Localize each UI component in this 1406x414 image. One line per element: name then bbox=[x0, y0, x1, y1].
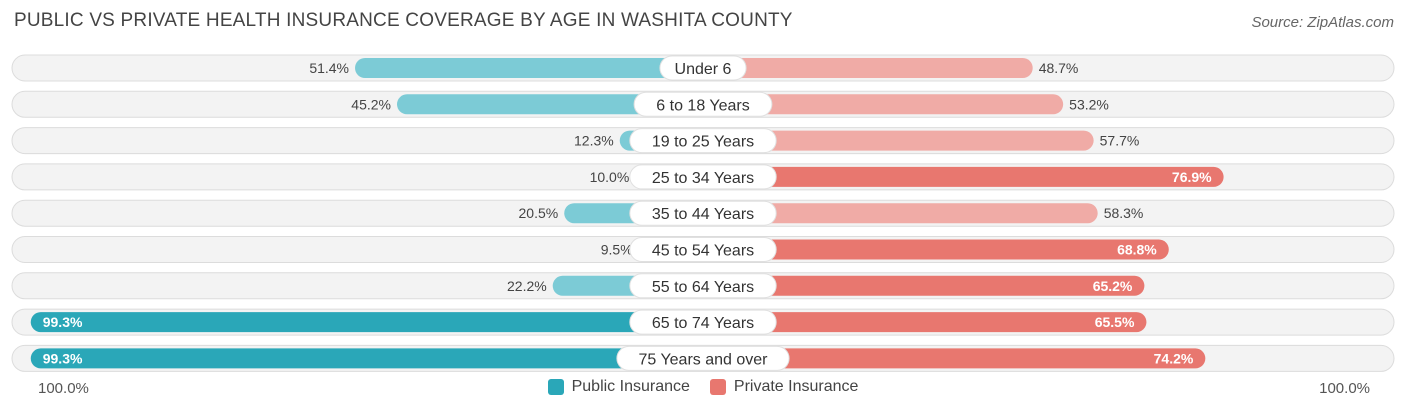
public-value-label: 45.2% bbox=[351, 96, 391, 112]
legend-label-public: Public Insurance bbox=[571, 378, 690, 395]
category-pill-45-to-54-years bbox=[629, 237, 777, 262]
category-pill-65-to-74-years bbox=[629, 309, 777, 335]
public-bar-under-6 bbox=[355, 58, 703, 78]
source-note: Source: ZipAtlas.com bbox=[1251, 14, 1394, 31]
legend-item-public: Public Insurance bbox=[547, 378, 690, 396]
category-label: 75 Years and over bbox=[639, 351, 769, 368]
private-bar-65-to-74-years bbox=[703, 312, 1147, 333]
private-bar-6-to-18-years bbox=[703, 94, 1064, 115]
private-value-label: 68.8% bbox=[1117, 242, 1157, 258]
public-value-label: 10.0% bbox=[590, 169, 630, 185]
category-pill-75-years-and-over bbox=[616, 345, 790, 371]
category-pill-under-6 bbox=[659, 55, 747, 81]
private-bar-19-to-25-years bbox=[703, 130, 1094, 151]
public-value-label: 22.2% bbox=[507, 278, 547, 294]
private-value-label: 58.3% bbox=[1104, 205, 1144, 221]
category-label: 35 to 44 Years bbox=[652, 206, 754, 223]
private-bar-25-to-34-years bbox=[703, 166, 1224, 187]
public-value-label: 51.4% bbox=[309, 60, 349, 76]
legend-label-private: Private Insurance bbox=[733, 378, 859, 395]
private-value-label: 65.5% bbox=[1095, 314, 1135, 330]
chart-title: PUBLIC VS PRIVATE HEALTH INSURANCE COVER… bbox=[14, 10, 793, 31]
legend-swatch-public bbox=[547, 379, 564, 395]
public-bar-75-years-and-over bbox=[30, 348, 703, 369]
public-value-label: 9.5% bbox=[601, 242, 633, 258]
category-label: 65 to 74 Years bbox=[652, 315, 754, 332]
legend-swatch-private bbox=[709, 379, 726, 395]
private-bar-75-years-and-over bbox=[703, 348, 1206, 369]
category-label: 19 to 25 Years bbox=[652, 134, 754, 151]
legend-item-private: Private Insurance bbox=[709, 378, 859, 396]
public-value-label: 99.3% bbox=[43, 314, 83, 330]
axis-right-label: 100.0% bbox=[1319, 380, 1370, 397]
category-pill-25-to-34-years bbox=[629, 164, 777, 190]
category-label: 45 to 54 Years bbox=[652, 243, 754, 260]
public-bar-65-to-74-years bbox=[30, 312, 703, 333]
public-value-label: 12.3% bbox=[574, 133, 614, 149]
category-label: Under 6 bbox=[675, 61, 732, 78]
category-pill-6-to-18-years bbox=[633, 91, 773, 117]
private-value-label: 48.7% bbox=[1039, 60, 1079, 76]
public-value-label: 99.3% bbox=[43, 350, 83, 366]
private-value-label: 57.7% bbox=[1100, 133, 1140, 149]
private-value-label: 74.2% bbox=[1154, 350, 1194, 366]
category-pill-19-to-25-years bbox=[629, 128, 777, 154]
private-bar-45-to-54-years bbox=[703, 239, 1169, 260]
private-bar-35-to-44-years bbox=[703, 203, 1098, 224]
public-bar-6-to-18-years bbox=[396, 94, 703, 115]
private-value-label: 76.9% bbox=[1172, 169, 1212, 185]
category-pill-35-to-44-years bbox=[629, 200, 777, 226]
private-value-label: 65.2% bbox=[1093, 278, 1133, 294]
category-pill-55-to-64-years bbox=[629, 273, 777, 299]
axis-left-label: 100.0% bbox=[38, 380, 89, 397]
category-label: 25 to 34 Years bbox=[652, 170, 754, 187]
category-label: 55 to 64 Years bbox=[652, 279, 754, 296]
private-bar-under-6 bbox=[703, 58, 1033, 78]
category-label: 6 to 18 Years bbox=[656, 97, 749, 114]
private-value-label: 53.2% bbox=[1069, 96, 1109, 112]
private-bar-55-to-64-years bbox=[703, 275, 1145, 296]
legend: Public Insurance Private Insurance bbox=[0, 378, 1406, 396]
public-value-label: 20.5% bbox=[519, 205, 559, 221]
